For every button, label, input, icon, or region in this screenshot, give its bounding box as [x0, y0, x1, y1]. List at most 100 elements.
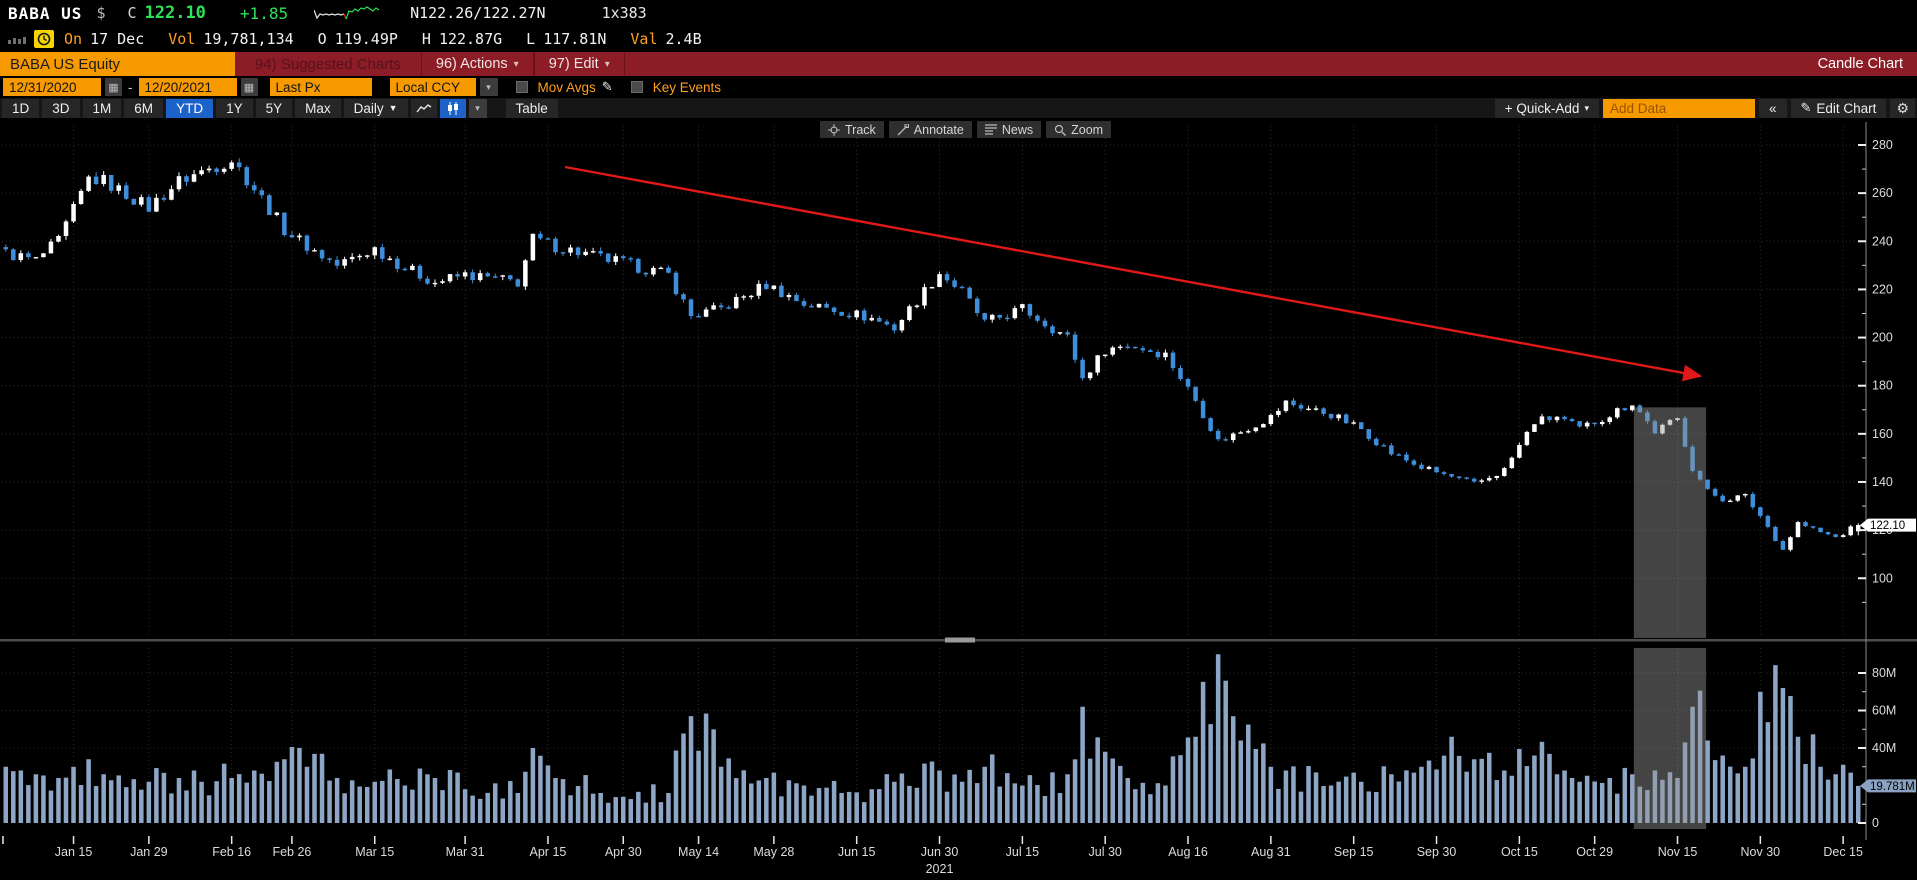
range-button-group: 1D 3D 1M 6M YTD 1Y 5Y Max	[2, 98, 341, 118]
add-data-input[interactable]: Add Data	[1602, 98, 1755, 118]
svg-text:Apr 30: Apr 30	[605, 845, 642, 859]
key-events-checkbox[interactable]	[630, 81, 643, 93]
low-label: L	[526, 30, 536, 48]
svg-text:280: 280	[1872, 138, 1893, 152]
chart-toolbar: Track Annotate News Zoom	[820, 121, 1112, 138]
chart-settings-bar: 12/31/2020 ▦ - 12/20/2021 ▦ Last Px Loca…	[0, 76, 1917, 98]
start-date-input[interactable]: 12/31/2020	[3, 78, 101, 96]
edit-chart-button[interactable]: ✎ Edit Chart	[1790, 98, 1887, 118]
bottom-axis: Jan 15 Jan 29 Feb 16 Feb 26 Mar 15 Mar 31 Apr …	[2, 836, 1863, 876]
high-value: 122.87G	[438, 30, 503, 48]
last-volume-badge	[1860, 779, 1916, 793]
on-label: On	[64, 30, 83, 48]
svg-text:40M: 40M	[1872, 741, 1896, 755]
intraday-sparkline-icon	[314, 6, 380, 20]
range-button-3d[interactable]: 3D	[42, 98, 80, 118]
mov-avgs-checkbox[interactable]	[515, 81, 528, 93]
svg-text:0: 0	[1872, 816, 1879, 830]
currency-select[interactable]: Local CCY	[389, 78, 476, 96]
price-type-select[interactable]: Last Px	[269, 78, 372, 96]
range-button-ytd[interactable]: YTD	[166, 98, 214, 118]
collapse-toolbar-button[interactable]: «	[1758, 98, 1787, 118]
range-button-6m[interactable]: 6M	[124, 98, 164, 118]
right-axis: 28026024022020018016014012010080M60M40M0	[1858, 122, 1896, 840]
pencil-icon[interactable]: ✎	[601, 79, 613, 94]
svg-text:Aug 31: Aug 31	[1251, 845, 1291, 859]
svg-text:Mar 15: Mar 15	[355, 845, 394, 859]
event-highlight-volume	[1633, 648, 1707, 829]
end-date-input[interactable]: 12/20/2021	[138, 78, 237, 96]
news-button[interactable]: News	[976, 121, 1042, 138]
menu-actions[interactable]: 96) Actions ▾	[420, 52, 534, 76]
key-events-label: Key Events	[652, 79, 721, 95]
svg-text:Sep 30: Sep 30	[1417, 845, 1457, 859]
range-button-5y[interactable]: 5Y	[255, 98, 293, 118]
range-button-1m[interactable]: 1M	[82, 98, 122, 118]
volume-layer	[3, 654, 1861, 823]
range-button-1d[interactable]: 1D	[2, 98, 40, 118]
svg-text:122.10: 122.10	[1870, 520, 1905, 532]
svg-text:Feb 26: Feb 26	[272, 845, 311, 859]
function-menu-bar: BABA US Equity 94) Suggested Charts 96) …	[0, 52, 1917, 76]
period-bar: 1D 3D 1M 6M YTD 1Y 5Y Max Daily ▼ ▾ Table + Quic…	[0, 98, 1917, 118]
svg-text:Apr 15: Apr 15	[530, 845, 567, 859]
svg-text:19.781M: 19.781M	[1870, 781, 1915, 793]
event-highlight-price	[1633, 407, 1707, 638]
svg-text:200: 200	[1872, 331, 1893, 345]
chevron-down-icon: ▼	[388, 103, 398, 113]
mov-avgs-label: Mov Avgs	[537, 79, 596, 95]
svg-text:Jul 15: Jul 15	[1006, 845, 1039, 859]
chart-area[interactable]: 28026024022020018016014012010080M60M40M0…	[0, 118, 1917, 880]
quote-date: 17 Dec	[90, 30, 145, 48]
svg-text:Mar 31: Mar 31	[446, 845, 485, 859]
grid-layer	[2, 126, 1866, 823]
track-button[interactable]: Track	[820, 121, 884, 138]
gear-icon: ⚙	[1896, 99, 1909, 116]
range-button-max[interactable]: Max	[295, 98, 341, 118]
traded-value: 2.4B	[665, 30, 702, 48]
chart-type-more-button[interactable]: ▾	[468, 98, 487, 118]
frequency-select[interactable]: Daily ▼	[343, 98, 408, 118]
price-volume-chart[interactable]: 28026024022020018016014012010080M60M40M0…	[0, 118, 1917, 880]
svg-text:May 14: May 14	[678, 845, 719, 859]
range-button-1y[interactable]: 1Y	[216, 98, 253, 118]
svg-text:Jan 15: Jan 15	[55, 845, 93, 859]
zoom-button[interactable]: Zoom	[1046, 121, 1112, 138]
svg-text:240: 240	[1872, 234, 1893, 248]
quote-line-2: On 17 Dec Vol 19,781,134 O 119.49P H 122…	[0, 26, 1917, 52]
table-button[interactable]: Table	[505, 98, 558, 118]
annotate-icon	[897, 123, 909, 135]
candle-chart-type-button[interactable]	[439, 98, 466, 118]
chevron-down-icon[interactable]: ▾	[479, 78, 498, 96]
last-price-badge	[1860, 518, 1916, 532]
svg-text:Sep 15: Sep 15	[1334, 845, 1374, 859]
function-title: Candle Chart	[1817, 56, 1903, 72]
chevron-down-icon: ▾	[604, 58, 610, 70]
volume-value: 19,781,134	[203, 30, 294, 48]
chart-settings-gear-button[interactable]: ⚙	[1890, 98, 1915, 118]
svg-text:180: 180	[1872, 379, 1893, 393]
svg-text:Oct 29: Oct 29	[1576, 845, 1613, 859]
svg-text:Oct 15: Oct 15	[1501, 845, 1538, 859]
high-label: H	[421, 30, 431, 48]
menu-suggested-charts[interactable]: 94) Suggested Charts	[255, 55, 401, 73]
svg-text:Feb 16: Feb 16	[212, 845, 251, 859]
pencil-icon: ✎	[1800, 100, 1812, 115]
svg-text:100: 100	[1872, 571, 1893, 585]
currency-symbol: $	[96, 4, 106, 22]
svg-text:220: 220	[1872, 282, 1893, 296]
svg-text:Dec 15: Dec 15	[1823, 845, 1863, 859]
security-field[interactable]: BABA US Equity	[0, 52, 235, 76]
calendar-icon[interactable]: ▦	[105, 78, 122, 96]
annotate-button[interactable]: Annotate	[888, 121, 972, 138]
mini-bars-icon	[8, 34, 26, 44]
svg-text:Jun 30: Jun 30	[921, 845, 959, 859]
val-label: Val	[630, 30, 658, 48]
line-chart-type-button[interactable]	[410, 98, 437, 118]
calendar-icon[interactable]: ▦	[240, 78, 258, 96]
vol-label: Vol	[168, 30, 196, 48]
svg-text:140: 140	[1872, 475, 1893, 489]
price-change: +1.85	[239, 3, 289, 23]
menu-edit[interactable]: 97) Edit ▾	[533, 52, 625, 76]
quick-add-button[interactable]: + Quick-Add ▾	[1494, 98, 1599, 118]
